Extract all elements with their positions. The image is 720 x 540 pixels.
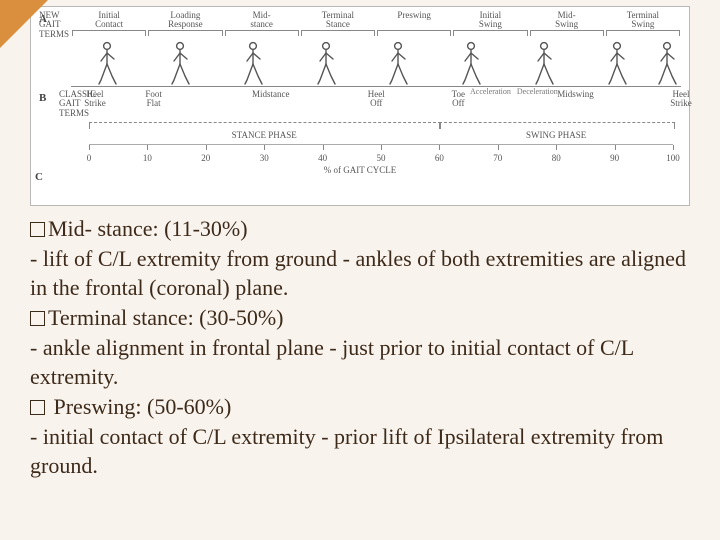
axis-tick: [498, 145, 499, 150]
classic-term-label: Heel Off: [368, 90, 385, 109]
phase-row: STANCE PHASESWING PHASE: [89, 122, 673, 144]
classic-term-label: Midstance: [252, 90, 290, 99]
new-gait-terms-row: NEW GAIT TERMS Initial ContactLoading Re…: [39, 11, 681, 30]
axis-tick: [615, 145, 616, 150]
slide: A NEW GAIT TERMS Initial ContactLoading …: [0, 0, 720, 540]
phase-bracket: [530, 30, 604, 36]
axis-tick: [323, 145, 324, 150]
new-term-label: Terminal Stance: [300, 11, 376, 30]
walking-figure-icon: [435, 40, 508, 86]
phase-bracket: [377, 30, 451, 36]
row-c-letter: C: [35, 171, 43, 183]
phase-label: STANCE PHASE: [89, 130, 439, 140]
square-bullet-icon: [30, 222, 45, 237]
axis-tick: [147, 145, 148, 150]
axis-tick-label: 40: [318, 153, 327, 163]
phase-bracket: [72, 30, 146, 36]
new-term-label: Preswing: [376, 11, 452, 30]
body-text: Mid- stance: (11-30%)- lift of C/L extre…: [0, 208, 720, 491]
ground-line: [71, 86, 681, 87]
phase-bar: [439, 122, 675, 129]
axis-tick-label: 70: [493, 153, 502, 163]
accel-label: Acceleration: [470, 88, 511, 96]
phase-bracket: [148, 30, 222, 36]
axis-tick-label: 50: [377, 153, 386, 163]
classic-term-label: Heel Strike: [84, 90, 106, 109]
axis-tick: [264, 145, 265, 150]
new-term-label: Terminal Swing: [605, 11, 681, 30]
walking-figure-icon: [508, 40, 581, 86]
new-term-label: Mid- Swing: [529, 11, 605, 30]
new-term-label: Mid- stance: [224, 11, 300, 30]
classic-gait-terms-row: B CLASSIC GAIT TERMS Heel StrikeFoot Fla…: [39, 90, 681, 118]
axis-tick-label: 80: [552, 153, 561, 163]
corner-accent: [0, 0, 48, 48]
phase-bracket: [606, 30, 680, 36]
walking-figure-icon: [71, 40, 144, 86]
bullet-heading: Mid- stance: (11-30%): [30, 214, 690, 243]
percent-axis-labels: 0102030405060708090100: [89, 153, 673, 165]
bullet-heading: Terminal stance: (30-50%): [30, 303, 690, 332]
bullet-description: - ankle alignment in frontal plane - jus…: [30, 333, 690, 391]
square-bullet-icon: [30, 400, 45, 415]
diagram-container: A NEW GAIT TERMS Initial ContactLoading …: [0, 0, 720, 208]
new-term-label: Loading Response: [147, 11, 223, 30]
bullet-description: - initial contact of C/L extremity - pri…: [30, 422, 690, 480]
phase-bar: [89, 122, 441, 129]
bracket-row: [39, 30, 681, 36]
walking-figure-icon: [217, 40, 290, 86]
phase-bracket: [453, 30, 527, 36]
axis-tick: [439, 145, 440, 150]
walking-figure-icon: [362, 40, 435, 86]
classic-terms-labels: Heel StrikeFoot FlatMidstanceHeel OffToe…: [95, 90, 681, 114]
classic-term-label: Midswing: [557, 90, 594, 99]
square-bullet-icon: [30, 311, 45, 326]
phase-bracket: [301, 30, 375, 36]
classic-term-label: Heel Strike: [670, 90, 692, 109]
axis-tick: [381, 145, 382, 150]
bullet-heading: Preswing: (50-60%): [30, 392, 690, 421]
axis-tick-label: 20: [201, 153, 210, 163]
new-term-label: Initial Contact: [71, 11, 147, 30]
classic-term-label: Toe Off: [452, 90, 465, 109]
axis-tick: [673, 145, 674, 150]
walking-figure-icon: [580, 40, 653, 86]
walking-figure-icon: [653, 40, 681, 86]
accel-decel-labels: Acceleration Deceleration: [470, 88, 558, 96]
axis-tick-label: 100: [666, 153, 680, 163]
axis-tick: [556, 145, 557, 150]
axis-tick-label: 60: [435, 153, 444, 163]
axis-tick: [206, 145, 207, 150]
gait-cycle-diagram: A NEW GAIT TERMS Initial ContactLoading …: [30, 6, 690, 206]
axis-tick: [89, 145, 90, 150]
percent-axis-title: % of GAIT CYCLE: [39, 165, 681, 175]
axis-tick-label: 30: [260, 153, 269, 163]
axis-tick-label: 90: [610, 153, 619, 163]
walking-figure-icon: [144, 40, 217, 86]
new-term-label: Initial Swing: [452, 11, 528, 30]
percent-axis-ticks: [89, 144, 673, 153]
walking-figure-icon: [289, 40, 362, 86]
phase-label: SWING PHASE: [439, 130, 673, 140]
walking-figures-row: [39, 36, 681, 86]
axis-tick-label: 0: [87, 153, 92, 163]
axis-tick-label: 10: [143, 153, 152, 163]
row-b-letter: B: [39, 90, 57, 104]
bullet-description: - lift of C/L extremity from ground - an…: [30, 244, 690, 302]
classic-term-label: Foot Flat: [145, 90, 162, 109]
accel-label: Deceleration: [517, 88, 558, 96]
phase-bracket: [225, 30, 299, 36]
